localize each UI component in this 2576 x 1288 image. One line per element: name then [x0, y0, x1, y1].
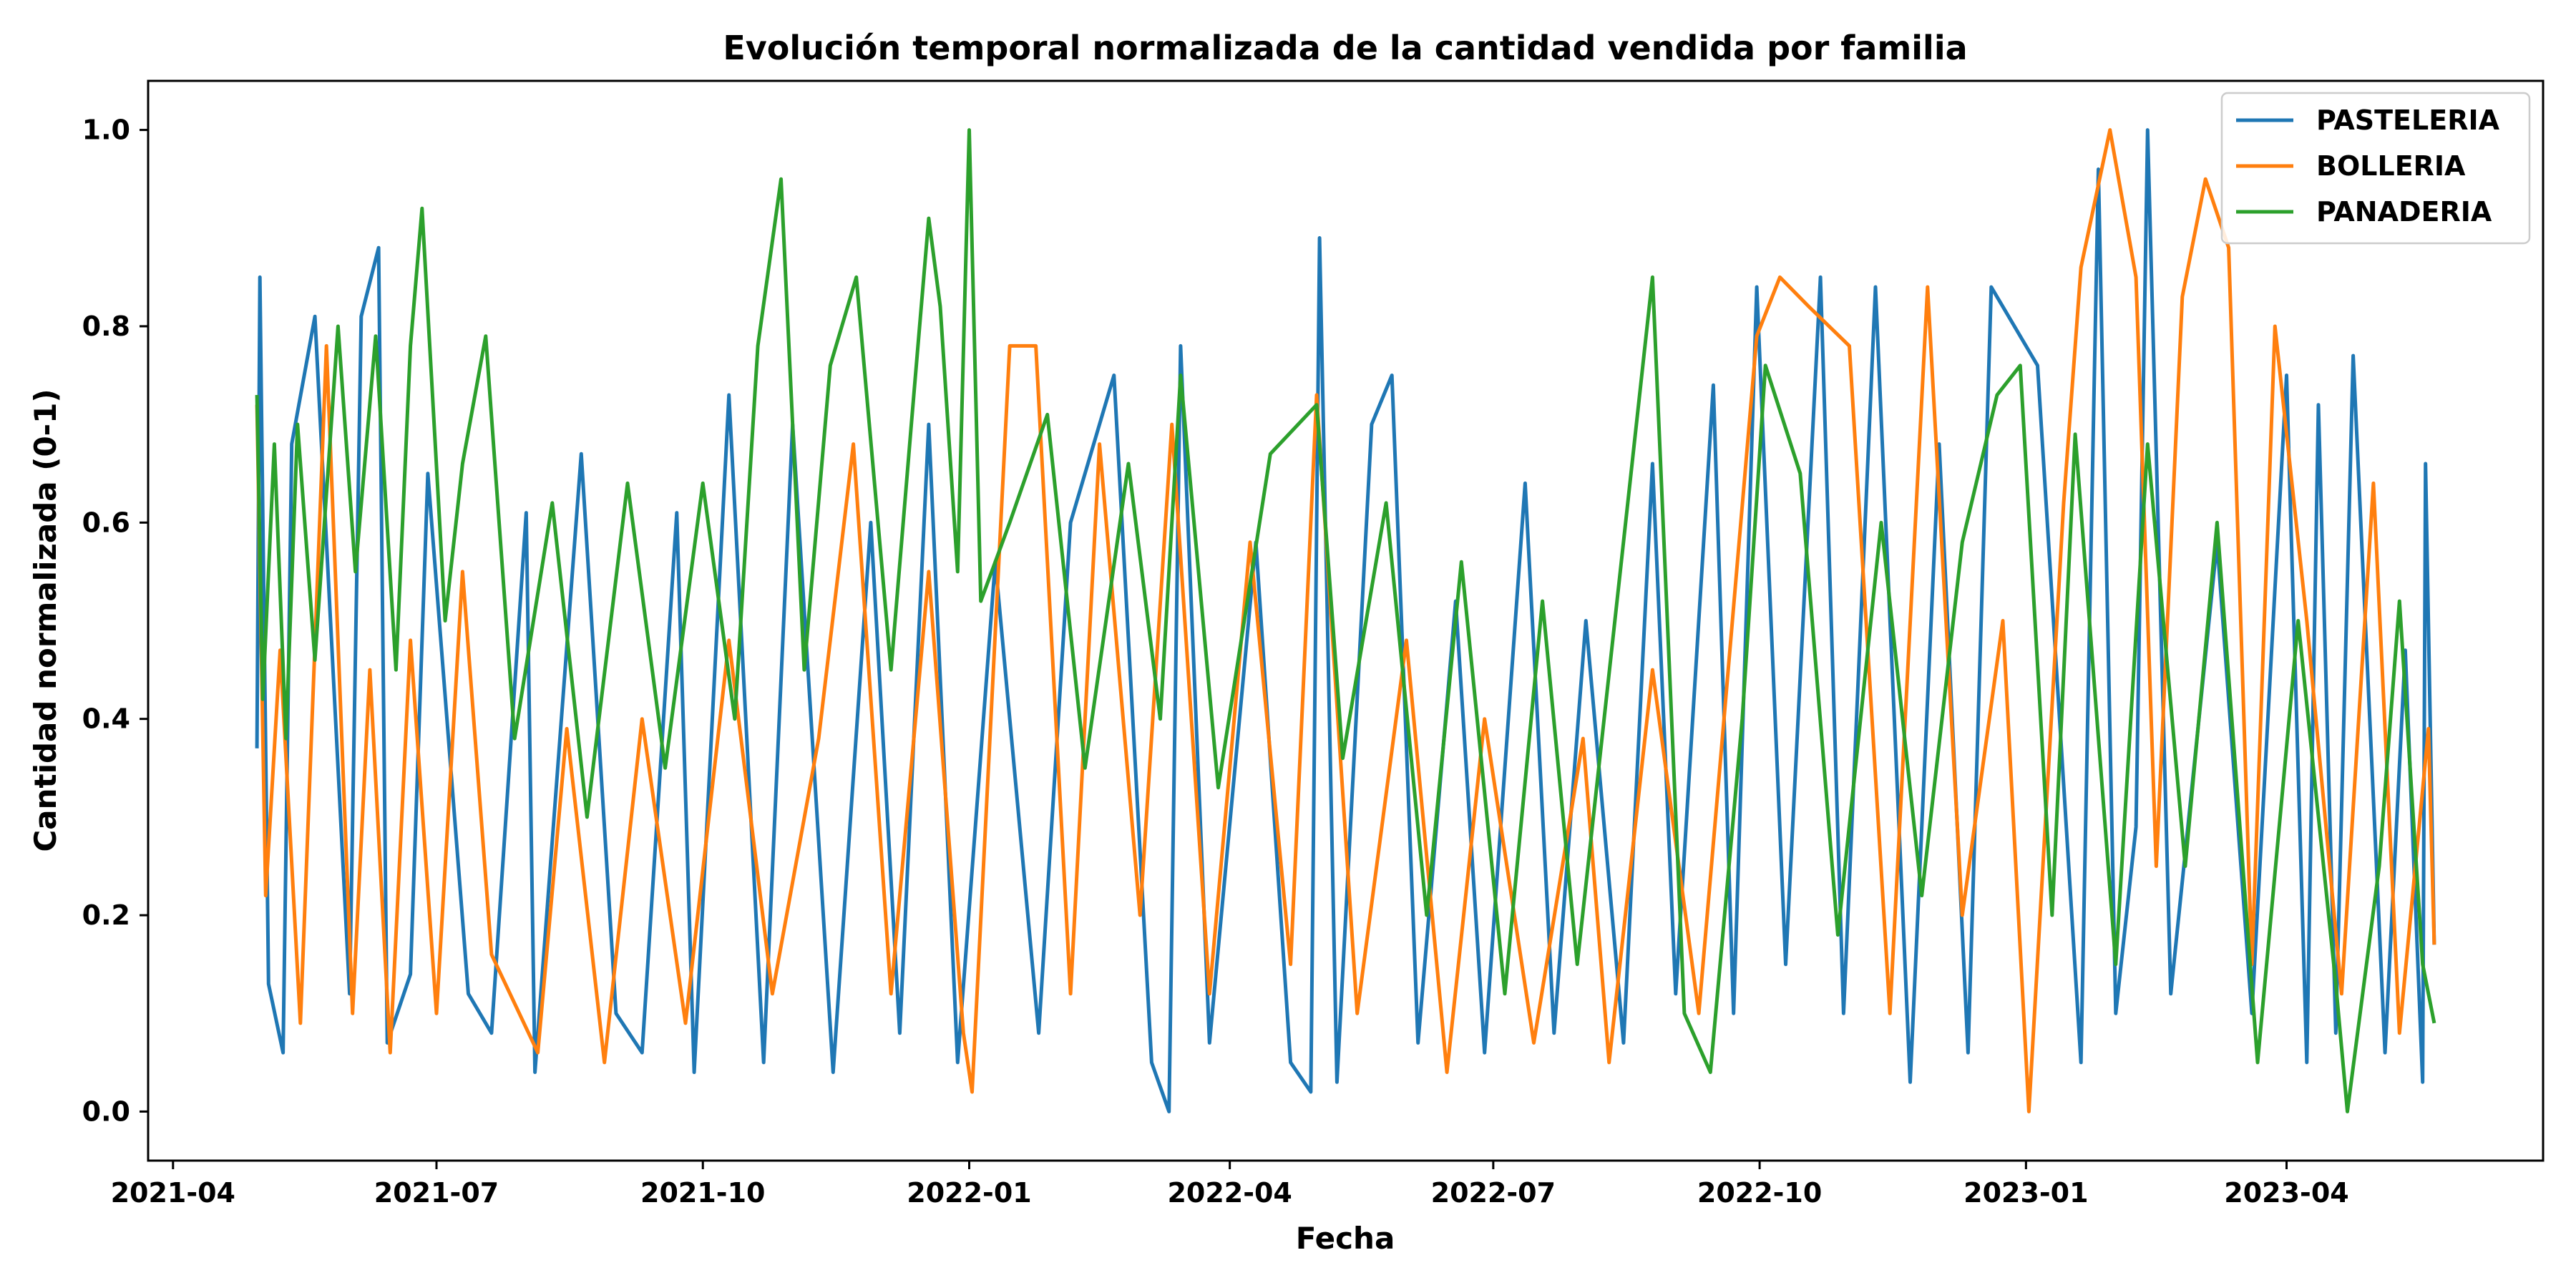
- series-line-bolleria: [255, 128, 2436, 1113]
- y-tick-label: 0.4: [82, 703, 130, 735]
- x-axis-label: Fecha: [1296, 1221, 1395, 1256]
- y-tick-label: 1.0: [82, 114, 130, 146]
- legend: PASTELERIA BOLLERIA PANADERIA: [2220, 92, 2531, 245]
- x-tick-label: 2022-10: [1697, 1177, 1822, 1209]
- legend-label-bolleria: BOLLERIA: [2316, 150, 2466, 182]
- plot-frame: [147, 79, 2545, 1162]
- series-line-pasteleria: [255, 128, 2436, 1113]
- series-line-panaderia: [255, 128, 2436, 1113]
- x-tick-label: 2021-10: [640, 1177, 765, 1209]
- y-axis-label: Cantidad normalizada (0-1): [28, 389, 63, 852]
- y-axis: 0.0 0.2 0.4 0.6 0.8 1.0: [82, 114, 148, 1127]
- y-tick-label: 0.8: [82, 311, 130, 342]
- series-layer: [255, 128, 2436, 1113]
- y-tick-label: 0.6: [82, 507, 130, 538]
- legend-label-pasteleria: PASTELERIA: [2316, 104, 2500, 136]
- x-tick-label: 2021-04: [111, 1177, 235, 1209]
- legend-box: [2220, 92, 2531, 245]
- x-tick-label: 2022-04: [1167, 1177, 1292, 1209]
- x-tick-label: 2022-07: [1431, 1177, 1556, 1209]
- y-tick-label: 0.2: [82, 899, 130, 931]
- chart-title: Evolución temporal normalizada de la can…: [723, 29, 1967, 67]
- x-tick-label: 2023-04: [2224, 1177, 2348, 1209]
- x-tick-label: 2022-01: [907, 1177, 1031, 1209]
- y-tick-label: 0.0: [82, 1096, 130, 1127]
- x-tick-label: 2023-01: [1963, 1177, 2088, 1209]
- x-axis: 2021-04 2021-07 2021-10 2022-01 2022-04 2022-…: [111, 1161, 2349, 1209]
- x-tick-label: 2021-07: [374, 1177, 499, 1209]
- legend-label-panaderia: PANADERIA: [2316, 196, 2492, 228]
